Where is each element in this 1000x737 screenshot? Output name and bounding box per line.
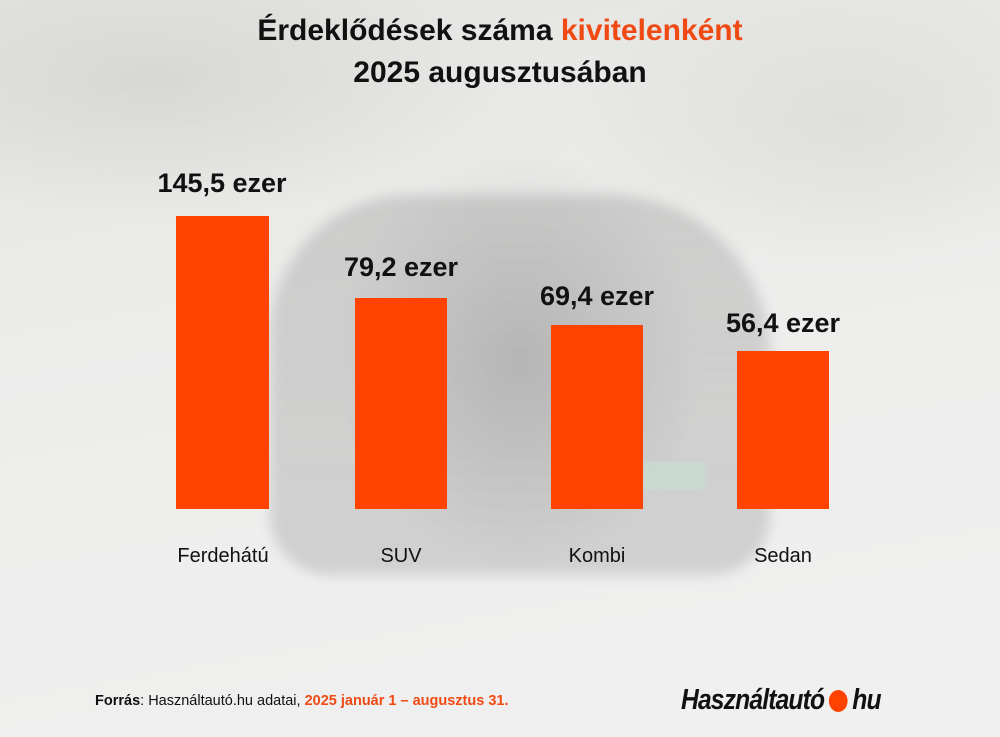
source-note: Forrás: Használtautó.hu adatai, 2025 jan… (95, 693, 509, 709)
title-line-1: Érdeklődések száma kivitelenként (0, 10, 1000, 52)
value-label: 56,4 ezer (725, 308, 841, 338)
background-car-silhouette (270, 195, 770, 575)
title-accent: kivitelenként (560, 14, 743, 47)
category-label: SUV (380, 545, 422, 567)
bar-ferdehatu (176, 216, 269, 509)
chart-title: Érdeklődések száma kivitelenként 2025 au… (0, 10, 1000, 94)
background-license-plate (643, 462, 705, 490)
category-label: Kombi (568, 545, 626, 567)
category-label: Sedan (754, 545, 812, 567)
category-label: Ferdehátú (177, 545, 269, 567)
value-label: 69,4 ezer (539, 281, 655, 311)
logo-dot-icon (829, 689, 849, 712)
bar-kombi (551, 325, 643, 509)
value-label: 145,5 ezer (157, 168, 287, 198)
hasznaltauto-logo: Használtautó hu (681, 684, 882, 717)
source-text: Használtautó.hu adatai, (148, 693, 305, 709)
value-label: 79,2 ezer (343, 252, 459, 282)
source-sep: : (140, 693, 149, 709)
source-period: 2025 január 1 – augusztus 31. (304, 693, 509, 709)
bar-sedan (737, 351, 829, 509)
logo-text-left: Használtautó (681, 684, 825, 716)
title-line-2: 2025 augusztusában (353, 56, 647, 89)
bar-suv (355, 298, 447, 509)
logo-text-right: hu (852, 684, 881, 716)
source-label: Forrás (95, 693, 141, 709)
title-text: Érdeklődések száma (257, 14, 561, 47)
